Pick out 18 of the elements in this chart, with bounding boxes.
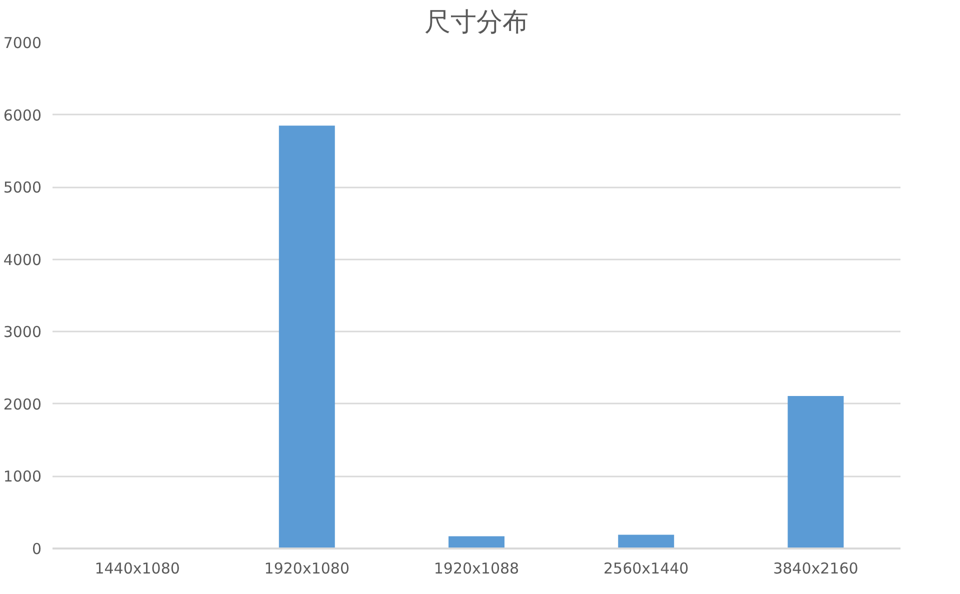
y-tick-label: 7000 bbox=[3, 34, 42, 52]
bar bbox=[278, 126, 335, 548]
bar bbox=[448, 536, 504, 548]
x-tick-label: 1920x1080 bbox=[264, 560, 350, 578]
x-tick-label: 3840x2160 bbox=[773, 560, 858, 578]
x-tick-label: 2560x1440 bbox=[603, 560, 689, 578]
x-tick-label: 1440x1080 bbox=[94, 560, 180, 578]
y-tick-label: 1000 bbox=[3, 468, 42, 486]
y-tick-label: 6000 bbox=[3, 106, 42, 124]
y-tick-label: 0 bbox=[32, 540, 42, 558]
y-tick-label: 5000 bbox=[3, 178, 42, 197]
bar bbox=[788, 396, 844, 548]
y-tick-label: 3000 bbox=[3, 323, 42, 342]
x-tick-label: 1920x1088 bbox=[434, 560, 520, 578]
y-tick-label: 2000 bbox=[3, 395, 42, 414]
y-tick-label: 4000 bbox=[3, 250, 42, 269]
chart-title: 尺寸分布 bbox=[424, 8, 528, 38]
bar bbox=[618, 534, 674, 548]
